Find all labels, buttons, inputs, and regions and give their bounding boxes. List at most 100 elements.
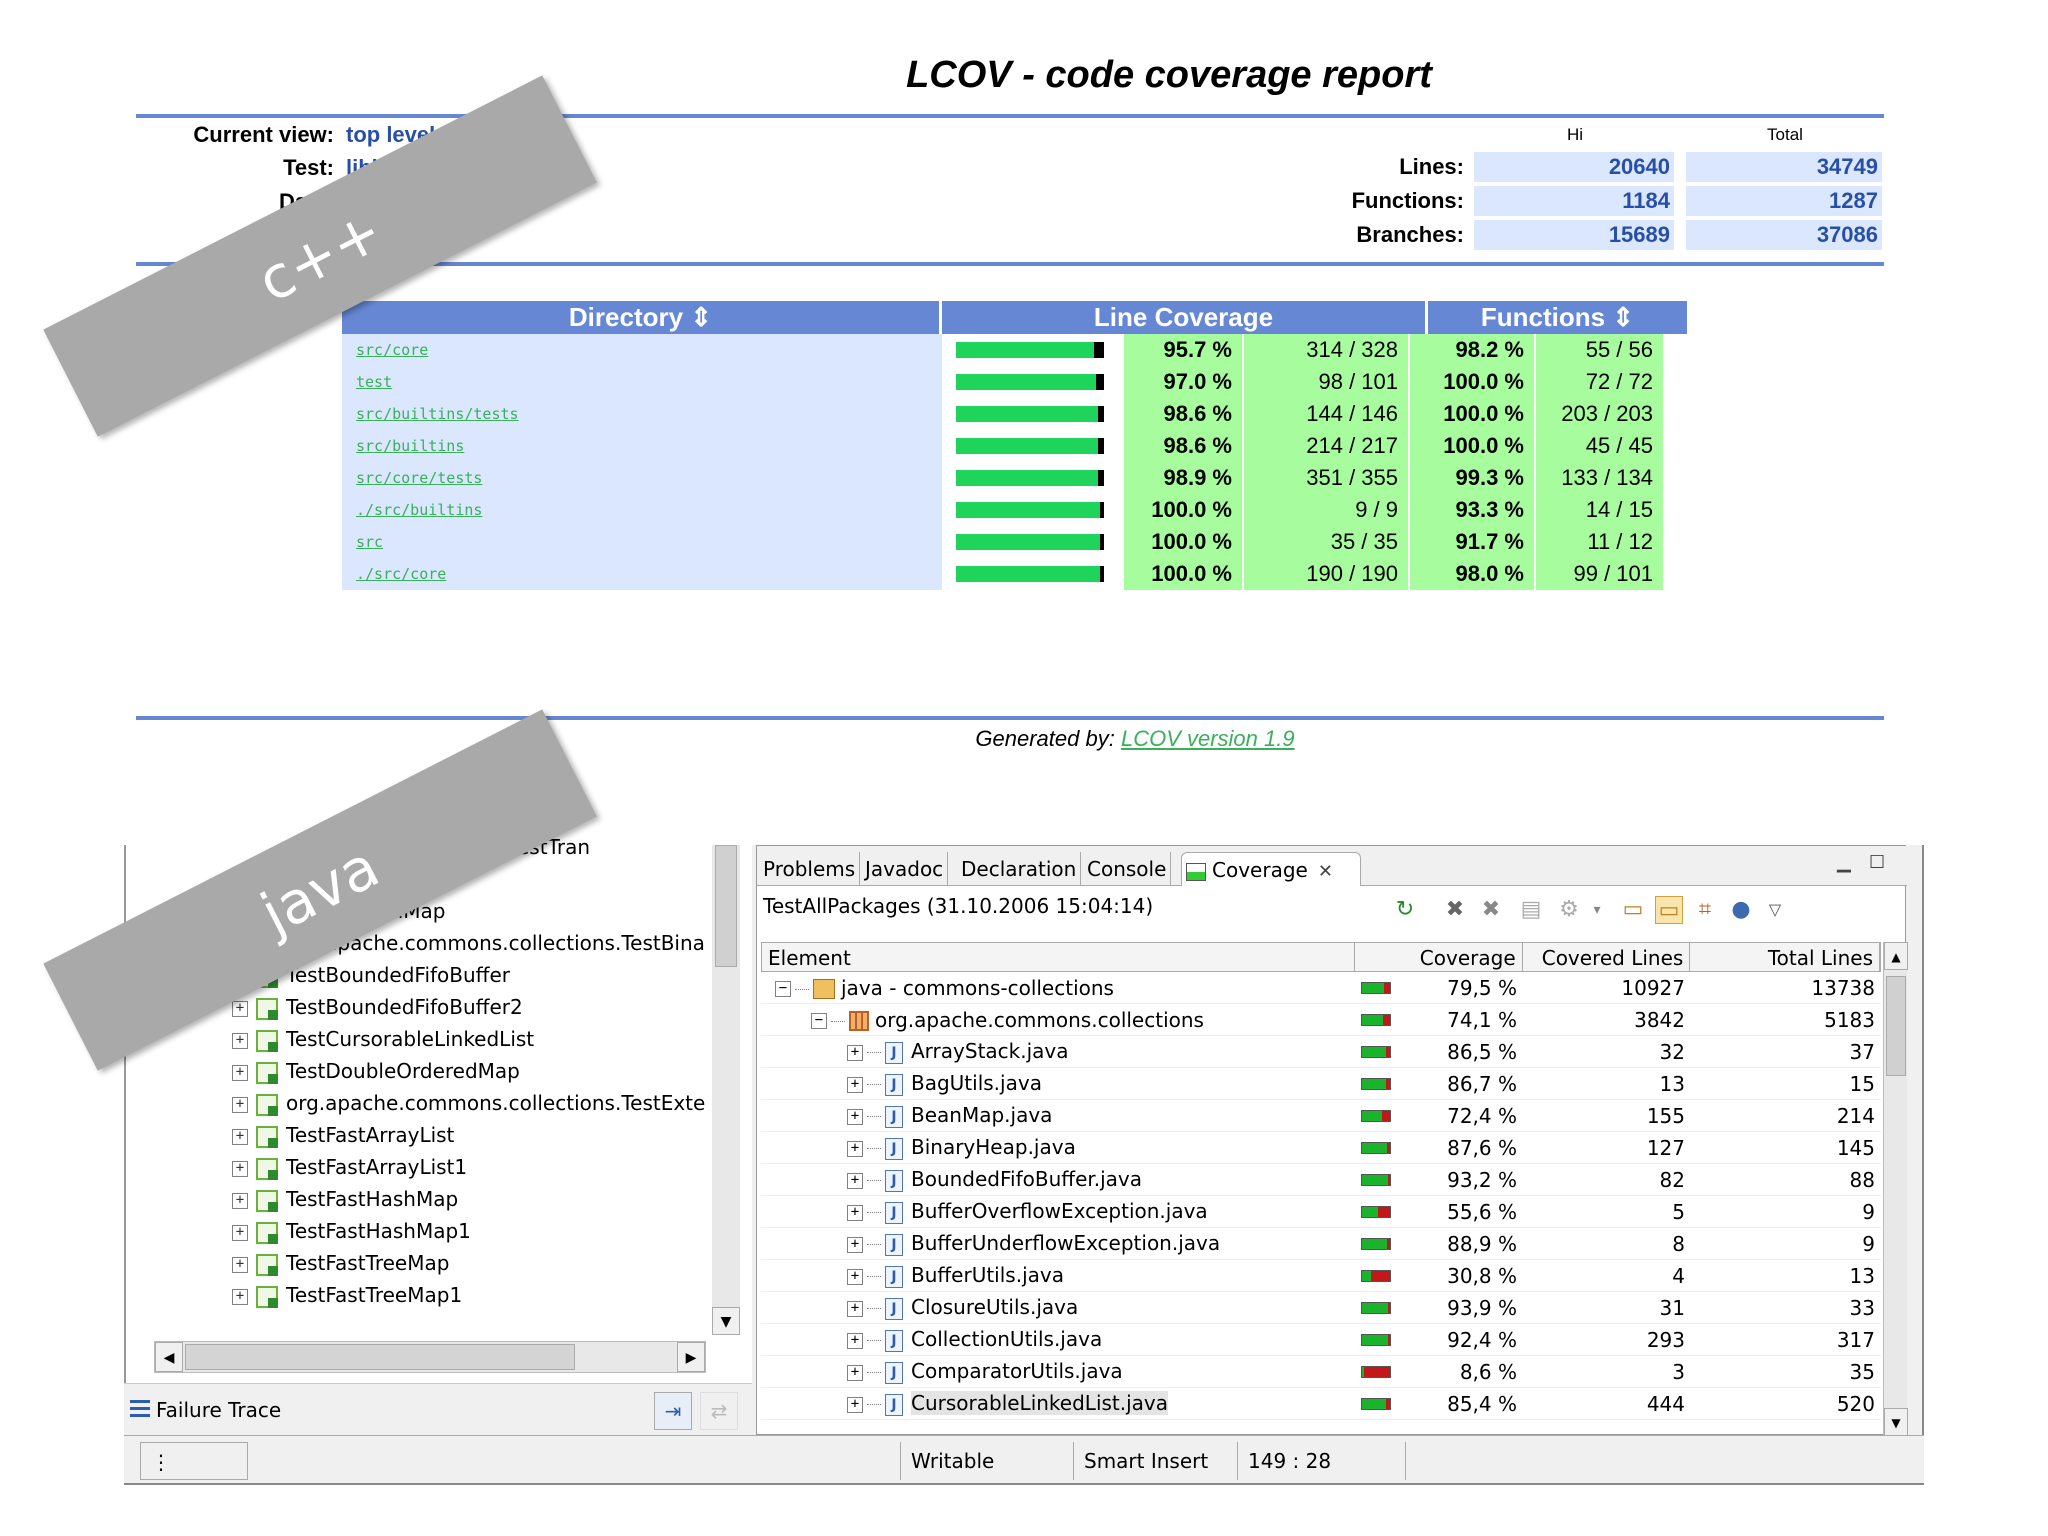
expand-icon[interactable]: + bbox=[847, 1300, 863, 1317]
expand-icon[interactable]: + bbox=[847, 1044, 863, 1061]
tree-vertical-scrollbar[interactable]: ▼ bbox=[712, 845, 740, 1335]
tab-declaration[interactable]: Declaration bbox=[957, 852, 1082, 886]
minimize-icon[interactable]: ▁ bbox=[1837, 852, 1851, 873]
tab-coverage[interactable]: Coverage ✕ bbox=[1181, 852, 1361, 886]
directory-link[interactable]: src/core bbox=[356, 341, 429, 359]
lcov-version-link[interactable]: LCOV version 1.9 bbox=[1120, 726, 1295, 751]
tab-problems[interactable]: Problems bbox=[759, 852, 861, 886]
close-tab-icon[interactable]: ✕ bbox=[1317, 861, 1333, 882]
expand-icon[interactable]: + bbox=[847, 1172, 863, 1189]
test-tree-item[interactable]: + TestFastTreeMap1 bbox=[232, 1279, 712, 1311]
coverage-row[interactable]: + J BinaryHeap.java 87,6 % 127 145 bbox=[761, 1132, 1881, 1164]
expand-icon[interactable]: + bbox=[232, 1192, 248, 1209]
directory-row: src/core 95.7 % 314 / 328 98.2 % 55 / 56 bbox=[342, 334, 1687, 366]
functions-sort-header[interactable]: Functions ⇕ bbox=[1428, 301, 1687, 334]
coverage-row[interactable]: + J BeanMap.java 72,4 % 155 214 bbox=[761, 1100, 1881, 1132]
expand-icon[interactable]: + bbox=[847, 1364, 863, 1381]
test-tree-item[interactable]: + org.apache.commons.collections.TestExte bbox=[232, 1087, 712, 1119]
coverage-scroll-down-arrow[interactable]: ▼ bbox=[1884, 1408, 1908, 1436]
relaunch-icon[interactable]: ↻ bbox=[1395, 897, 1415, 922]
directory-link[interactable]: src/core/tests bbox=[356, 469, 483, 487]
expand-icon[interactable]: + bbox=[847, 1236, 863, 1253]
test-tree-item[interactable]: + TestFastHashMap1 bbox=[232, 1215, 712, 1247]
expand-icon[interactable]: + bbox=[847, 1268, 863, 1285]
expand-icon[interactable]: + bbox=[232, 1288, 248, 1305]
show-projects-icon[interactable]: ▭ bbox=[1622, 897, 1644, 922]
column-element[interactable]: Element bbox=[762, 943, 1355, 971]
expand-icon[interactable]: + bbox=[847, 1396, 863, 1413]
filter-stack-trace-icon[interactable]: ⇥ bbox=[654, 1392, 692, 1430]
tree-scroll-down-arrow[interactable]: ▼ bbox=[712, 1307, 740, 1335]
coverage-row[interactable]: + J ComparatorUtils.java 8,6 % 3 35 bbox=[761, 1356, 1881, 1388]
column-covered-lines[interactable]: Covered Lines bbox=[1523, 943, 1691, 971]
expand-icon[interactable]: + bbox=[847, 1204, 863, 1221]
session-dropdown-icon[interactable]: ▾ bbox=[1593, 902, 1601, 918]
element-name: CursorableLinkedList.java bbox=[911, 1391, 1169, 1416]
coverage-row[interactable]: − java - commons-collections 79,5 % 10927 13… bbox=[761, 972, 1881, 1004]
tree-scroll-left-arrow[interactable]: ◀ bbox=[155, 1342, 183, 1372]
expand-icon[interactable]: + bbox=[847, 1108, 863, 1125]
coverage-row[interactable]: + J BoundedFifoBuffer.java 93,2 % 82 88 bbox=[761, 1164, 1881, 1196]
directory-link[interactable]: src bbox=[356, 533, 384, 551]
coverage-row[interactable]: + J ClosureUtils.java 93,9 % 31 33 bbox=[761, 1292, 1881, 1324]
expand-icon[interactable]: + bbox=[232, 1256, 248, 1273]
tree-horizontal-scrollbar[interactable]: ◀ ▶ bbox=[154, 1341, 706, 1373]
coverage-row[interactable]: + J BufferUtils.java 30,8 % 4 13 bbox=[761, 1260, 1881, 1292]
expand-icon[interactable]: + bbox=[232, 1160, 248, 1177]
tab-javadoc[interactable]: Javadoc bbox=[861, 852, 949, 886]
tree-hscroll-thumb[interactable] bbox=[185, 1344, 575, 1370]
collapse-icon[interactable]: − bbox=[775, 981, 791, 997]
test-tree-item[interactable]: + TestFastArrayList1 bbox=[232, 1151, 712, 1183]
column-total-lines[interactable]: Total Lines bbox=[1690, 943, 1880, 971]
directory-link[interactable]: src/builtins bbox=[356, 437, 465, 455]
directory-link[interactable]: src/builtins/tests bbox=[356, 405, 519, 423]
expand-icon[interactable]: + bbox=[232, 1128, 248, 1145]
expand-icon[interactable]: + bbox=[847, 1140, 863, 1157]
coverage-row[interactable]: + J BagUtils.java 86,7 % 13 15 bbox=[761, 1068, 1881, 1100]
remove-all-sessions-icon[interactable]: ✖ bbox=[1481, 897, 1501, 922]
column-coverage[interactable]: Coverage bbox=[1355, 943, 1523, 971]
test-tree-item[interactable]: + TestFastHashMap bbox=[232, 1183, 712, 1215]
maximize-icon[interactable]: ☐ bbox=[1869, 852, 1886, 873]
directory-sort-header[interactable]: Directory ⇕ bbox=[342, 301, 942, 334]
expand-icon[interactable]: + bbox=[847, 1076, 863, 1093]
merge-sessions-icon[interactable]: ▤ bbox=[1520, 897, 1542, 922]
coverage-row[interactable]: + J BufferUnderflowException.java 88,9 % 8 9 bbox=[761, 1228, 1881, 1260]
expand-icon[interactable]: + bbox=[232, 1032, 248, 1049]
remove-session-icon[interactable]: ✖ bbox=[1445, 897, 1465, 922]
coverage-row[interactable]: + J ArrayStack.java 86,5 % 32 37 bbox=[761, 1036, 1881, 1068]
coverage-vscroll-thumb[interactable] bbox=[1886, 976, 1906, 1076]
show-packages-icon[interactable]: ▭ bbox=[1655, 896, 1683, 924]
status-handle[interactable]: ⋮ bbox=[140, 1442, 248, 1480]
tree-vscroll-thumb[interactable] bbox=[715, 845, 737, 967]
directory-link[interactable]: ./src/core bbox=[356, 565, 447, 583]
coverage-row[interactable]: + J CollectionUtils.java 92,4 % 293 317 bbox=[761, 1324, 1881, 1356]
test-tree-item[interactable]: +TestBoundedFifoBuffer bbox=[232, 959, 712, 991]
coverage-counters-icon[interactable]: ● bbox=[1731, 897, 1751, 922]
compare-result-icon[interactable]: ⇄ bbox=[700, 1392, 738, 1430]
function-coverage-count: 11 / 12 bbox=[1534, 526, 1663, 558]
test-tree-item[interactable]: + TestFastArrayList bbox=[232, 1119, 712, 1151]
tab-console[interactable]: Console bbox=[1083, 852, 1172, 886]
coverage-scroll-up-arrow[interactable]: ▲ bbox=[1884, 942, 1908, 970]
test-tree-item[interactable]: + TestBoundedFifoBuffer2 bbox=[232, 991, 712, 1023]
directory-link[interactable]: test bbox=[356, 373, 393, 391]
directory-link[interactable]: ./src/builtins bbox=[356, 501, 483, 519]
coverage-row[interactable]: + J CursorableLinkedList.java 85,4 % 444 520 bbox=[761, 1388, 1881, 1420]
coverage-vertical-scrollbar[interactable]: ▲ ▼ bbox=[1883, 942, 1908, 1436]
test-tree-item[interactable]: + TestFastTreeMap bbox=[232, 1247, 712, 1279]
coverage-row[interactable]: − org.apache.commons.collections 74,1 % 384… bbox=[761, 1004, 1881, 1036]
collapse-icon[interactable]: − bbox=[811, 1013, 827, 1029]
expand-icon[interactable]: + bbox=[232, 1096, 248, 1113]
show-types-icon[interactable]: ⌗ bbox=[1698, 897, 1712, 922]
test-tree-item[interactable]: + TestDoubleOrderedMap bbox=[232, 1055, 712, 1087]
expand-icon[interactable]: + bbox=[232, 1224, 248, 1241]
tree-scroll-right-arrow[interactable]: ▶ bbox=[677, 1342, 705, 1372]
select-session-icon[interactable]: ⚙ bbox=[1559, 897, 1579, 922]
expand-icon[interactable]: + bbox=[232, 1064, 248, 1081]
expand-icon[interactable]: + bbox=[232, 1000, 248, 1017]
expand-icon[interactable]: + bbox=[847, 1332, 863, 1349]
coverage-row[interactable]: + J BufferOverflowException.java 55,6 % 5 9 bbox=[761, 1196, 1881, 1228]
test-tree-item[interactable]: + TestCursorableLinkedList bbox=[232, 1023, 712, 1055]
view-menu-icon[interactable]: ▽ bbox=[1768, 900, 1782, 919]
